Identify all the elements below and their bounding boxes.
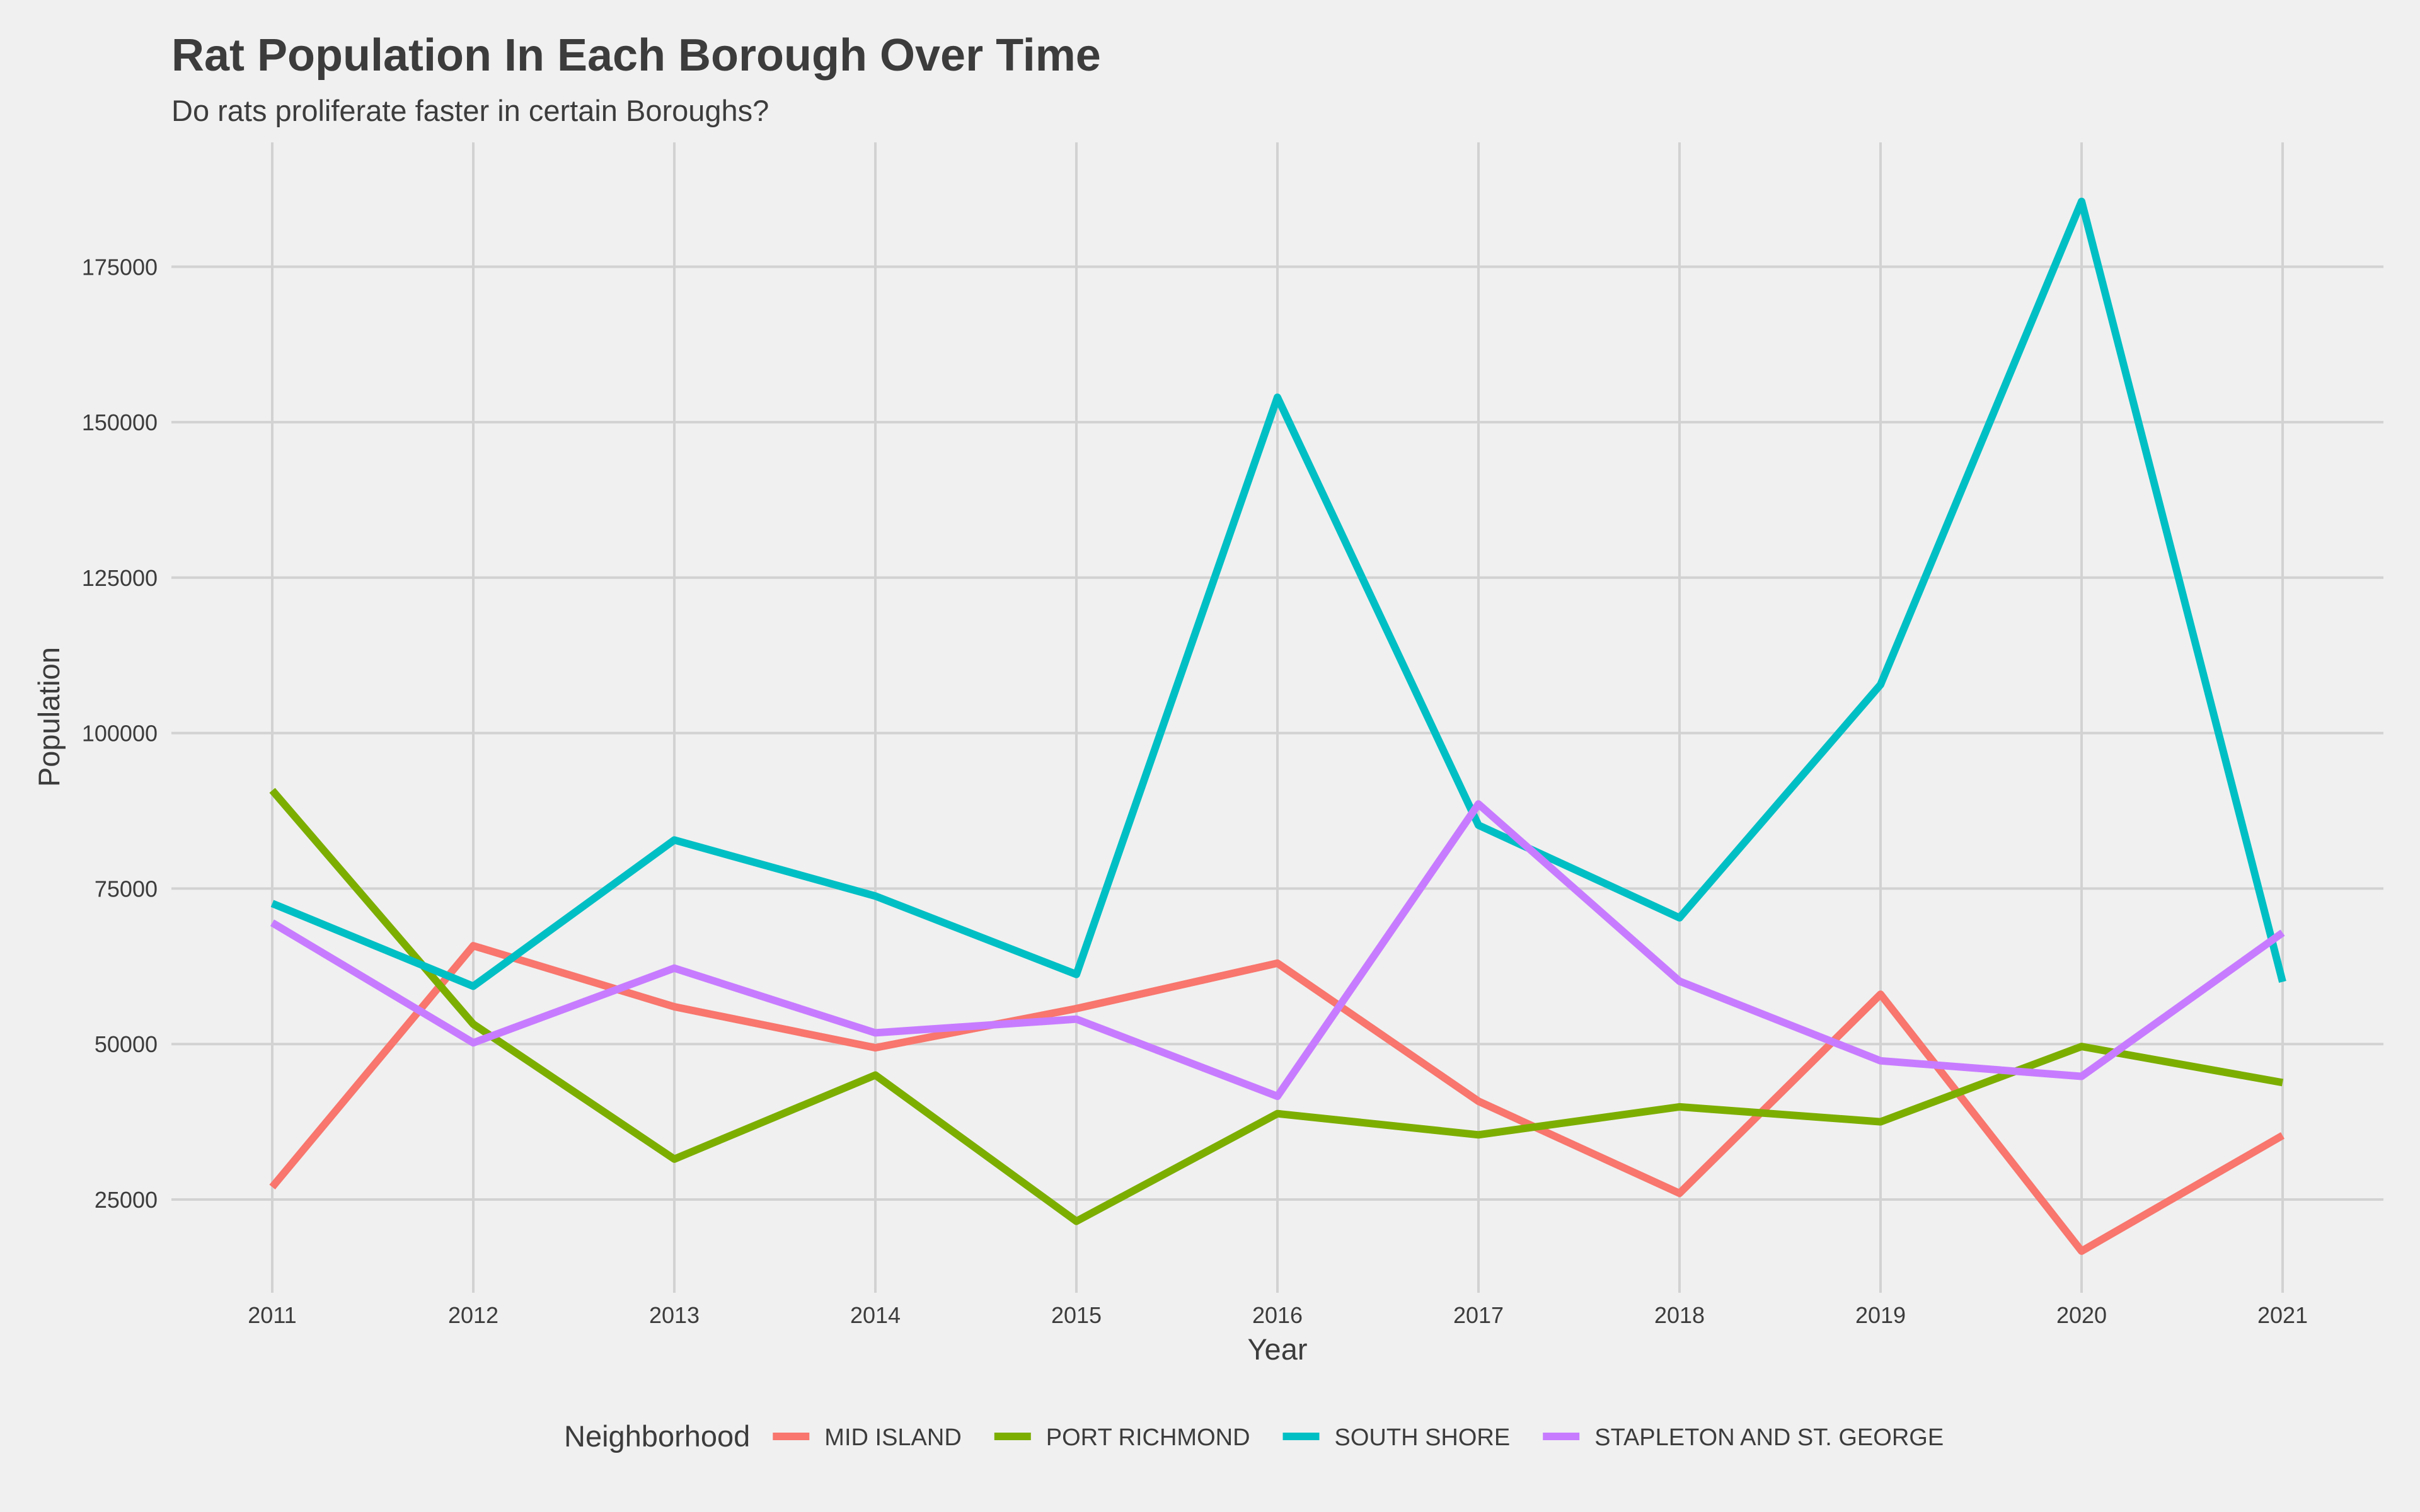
chart-title: Rat Population In Each Borough Over Time <box>171 30 1101 81</box>
x-tick-label: 2011 <box>248 1302 296 1328</box>
legend-label-south-shore: SOUTH SHORE <box>1335 1424 1511 1451</box>
y-tick-label: 175000 <box>82 254 158 280</box>
gridlines <box>171 142 2383 1293</box>
y-tick-label: 100000 <box>82 721 158 747</box>
legend-label-mid-island: MID ISLAND <box>824 1424 961 1451</box>
series-line-south-shore <box>270 197 2286 990</box>
y-tick-label: 150000 <box>82 410 158 435</box>
series-line-mid-island <box>269 942 2285 1255</box>
y-tick-label: 25000 <box>95 1187 158 1213</box>
y-axis-ticks: 25000 50000 75000 100000 125000 150000 175000 <box>82 254 158 1213</box>
x-tick-label: 2016 <box>1252 1302 1303 1328</box>
x-tick-label: 2018 <box>1654 1302 1705 1328</box>
y-tick-label: 75000 <box>95 876 158 902</box>
x-tick-label: 2017 <box>1453 1302 1504 1328</box>
series-line-port-richmond <box>269 788 2284 1225</box>
y-tick-label: 50000 <box>95 1031 158 1057</box>
series-lines <box>269 197 2286 1255</box>
x-tick-label: 2014 <box>850 1302 901 1328</box>
x-tick-label: 2020 <box>2056 1302 2107 1328</box>
chart-subtitle: Do rats proliferate faster in certain Bo… <box>171 94 769 127</box>
x-axis-ticks: 2011 2012 2013 2014 2015 2016 2017 2018 2019 2020… <box>248 1302 2308 1328</box>
x-tick-label: 2021 <box>2257 1302 2308 1328</box>
legend-title: Neighborhood <box>564 1419 750 1453</box>
legend: Neighborhood MID ISLAND PORT RICHMOND SOUT… <box>564 1419 1944 1453</box>
legend-label-port-richmond: PORT RICHMOND <box>1046 1424 1250 1451</box>
series-line-stapleton-and-st-george <box>270 800 2285 1101</box>
legend-label-stapleton-and-st-george: STAPLETON AND ST. GEORGE <box>1594 1424 1944 1451</box>
y-axis-title: Population <box>32 647 66 787</box>
x-tick-label: 2013 <box>649 1302 700 1328</box>
x-tick-label: 2012 <box>448 1302 498 1328</box>
x-tick-label: 2019 <box>1855 1302 1906 1328</box>
y-tick-label: 125000 <box>82 565 158 591</box>
x-axis-title: Year <box>1248 1332 1308 1366</box>
x-tick-label: 2015 <box>1051 1302 1102 1328</box>
